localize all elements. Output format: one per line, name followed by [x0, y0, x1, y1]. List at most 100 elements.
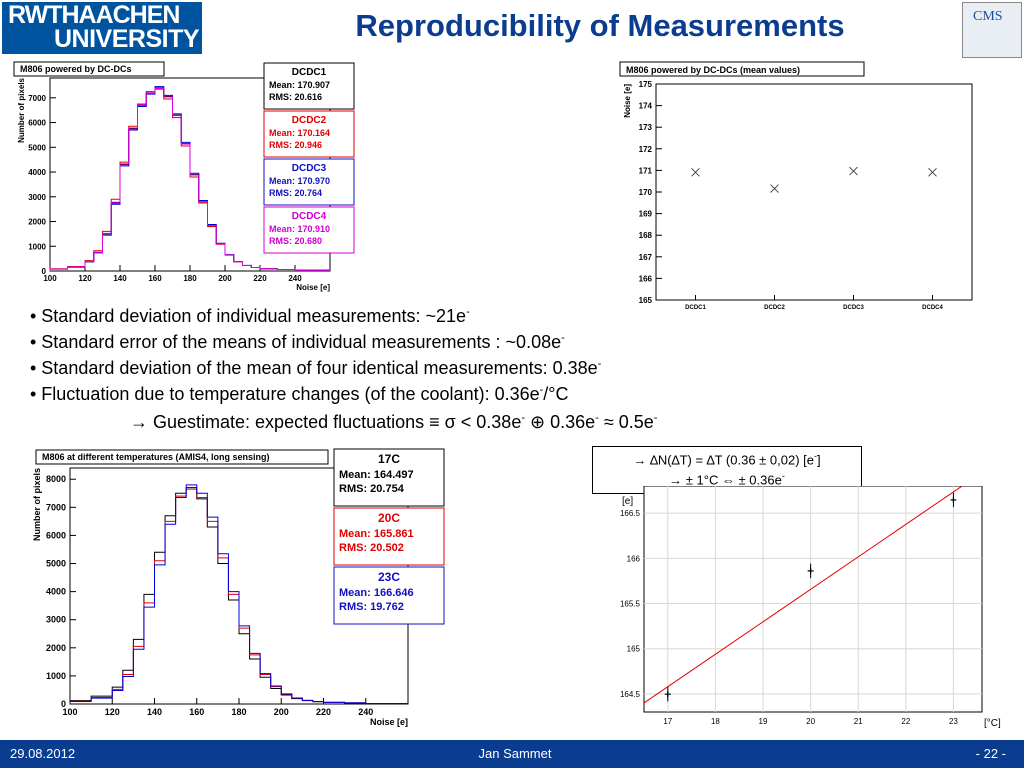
y-tick-label: 165 [639, 296, 653, 305]
y-tick-label: 170 [639, 188, 653, 197]
slide-footer: 29.08.2012 Jan Sammet - 22 - [0, 740, 1024, 768]
stat-box-rms: RMS: 19.762 [339, 601, 404, 613]
y-tick-label: 4000 [46, 587, 66, 597]
x-tick-label: DCDC4 [922, 305, 943, 311]
x-tick-label: 180 [183, 274, 197, 283]
y-axis-label: Noise [e] [623, 84, 632, 118]
stat-box-mean: Mean: 165.861 [339, 528, 414, 540]
stat-box-title: DCDC4 [292, 211, 327, 222]
y-tick-label: 3000 [46, 615, 66, 625]
y-tick-label: 169 [639, 210, 653, 219]
y-tick-label: 166 [627, 554, 641, 563]
chart-title-box [35, 449, 329, 465]
x-tick-label: 200 [218, 274, 232, 283]
chart-title-box [13, 61, 165, 77]
bullet-item: • Standard error of the means of individ… [30, 332, 565, 352]
stat-box-mean: Mean: 170.907 [269, 80, 330, 90]
callout-line1: → ∆N(∆T) = ∆T (0.36 ± 0,02) [e-] [633, 451, 821, 468]
y-tick-label: 1000 [46, 671, 66, 681]
y-tick-label: 7000 [46, 502, 66, 512]
series-dcdc4-line [49, 87, 330, 271]
stat-box-rms: RMS: 20.764 [269, 188, 322, 198]
y-tick-label: 5000 [46, 559, 66, 569]
slide-header: RWTHAACHEN UNIVERSITY Reproducibility of… [0, 0, 1024, 58]
fit-line [643, 486, 964, 704]
guestimate-line: → Guestimate: expected fluctuations ≡ σ … [130, 412, 658, 432]
x-tick-label: 100 [62, 707, 77, 717]
x-tick-label: DCDC2 [764, 305, 785, 311]
y-tick-label: 2000 [46, 643, 66, 653]
y-tick-label: 174 [639, 102, 653, 111]
chart-temperature-fit: 17 18 19 20 21 22 23 164.5 165 165.5 166 166.5 [e] [°… [620, 486, 1001, 729]
y-axis-label: Number of pixels [32, 468, 42, 541]
y-tick-label: 172 [639, 145, 653, 154]
x-tick-label: 200 [274, 707, 289, 717]
chart-title: M806 powered by DC-DCs [20, 64, 132, 74]
plot-frame [643, 486, 983, 713]
x-tick-label: DCDC1 [685, 305, 706, 311]
x-tick-label: 20 [806, 717, 815, 726]
data-point-dcdc3 [849, 166, 858, 176]
x-tick-label: 140 [147, 707, 162, 717]
x-tick-label: 120 [78, 274, 92, 283]
x-tick-label: DCDC3 [843, 305, 864, 311]
y-tick-label: 0 [42, 267, 47, 276]
stat-box [263, 206, 355, 254]
stat-box [333, 448, 445, 507]
x-tick-label: 120 [105, 707, 120, 717]
data-point-dcdc2 [770, 184, 779, 193]
x-tick-label: 240 [358, 707, 373, 717]
stat-box-rms: RMS: 20.680 [269, 236, 322, 246]
bullet-item: • Standard deviation of the mean of four… [30, 358, 602, 378]
stat-box [263, 158, 355, 206]
chart-title-box [619, 61, 865, 77]
chart-title: M806 at different temperatures (AMIS4, l… [42, 452, 270, 462]
stat-box-title: DCDC1 [292, 67, 327, 78]
y-tick-label: 171 [639, 166, 653, 175]
y-tick-label: 1000 [28, 242, 46, 251]
x-axis-label: Noise [e] [296, 283, 330, 292]
stat-box [263, 110, 355, 158]
stat-box-rms: RMS: 20.946 [269, 140, 322, 150]
x-tick-label: 22 [901, 717, 910, 726]
footer-date: 29.08.2012 [10, 746, 76, 761]
logo-line1: RWTHAACHEN [8, 1, 180, 29]
rwth-logo: RWTHAACHEN UNIVERSITY [2, 2, 202, 54]
x-tick-label: 180 [231, 707, 246, 717]
x-tick-label: 19 [759, 717, 768, 726]
stat-box-title: 20C [378, 511, 400, 525]
y-tick-label: 167 [639, 253, 653, 262]
y-tick-label: 166 [639, 274, 653, 283]
x-tick-label: 21 [854, 717, 863, 726]
series-23c-line [69, 484, 408, 704]
x-tick-label: 160 [189, 707, 204, 717]
y-tick-label: 175 [639, 80, 653, 89]
bullet-item: • Standard deviation of individual measu… [30, 306, 470, 326]
stat-box-rms: RMS: 20.754 [339, 483, 405, 495]
y-axis-label: Number of pixels [17, 77, 26, 142]
x-tick-label: 100 [43, 274, 57, 283]
y-tick-label: 7000 [28, 94, 46, 103]
x-tick-label: 18 [711, 717, 720, 726]
y-tick-label: 165 [627, 645, 641, 654]
x-tick-label: 160 [148, 274, 162, 283]
y-tick-label: 164.5 [620, 690, 641, 699]
x-tick-label: 220 [316, 707, 331, 717]
chart-title: M806 powered by DC-DCs (mean values) [626, 65, 800, 75]
plot-frame [655, 83, 973, 301]
y-tick-label: 165.5 [620, 600, 641, 609]
slide-title: Reproducibility of Measurements [355, 8, 845, 43]
stat-box-title: DCDC3 [292, 163, 327, 174]
x-tick-label: 140 [113, 274, 127, 283]
stat-box-mean: Mean: 170.970 [269, 176, 330, 186]
x-tick-label: 220 [253, 274, 267, 283]
stat-box-mean: Mean: 166.646 [339, 587, 414, 599]
x-tick-label: 17 [663, 717, 672, 726]
stat-box-title: 23C [378, 570, 400, 584]
chart-temperature-histograms: M806 at different temperatures (AMIS4, l… [32, 448, 445, 727]
stat-box-rms: RMS: 20.502 [339, 542, 404, 554]
data-point [950, 496, 957, 503]
y-tick-label: 4000 [28, 168, 46, 177]
y-tick-label: 6000 [46, 530, 66, 540]
data-point [807, 567, 814, 574]
